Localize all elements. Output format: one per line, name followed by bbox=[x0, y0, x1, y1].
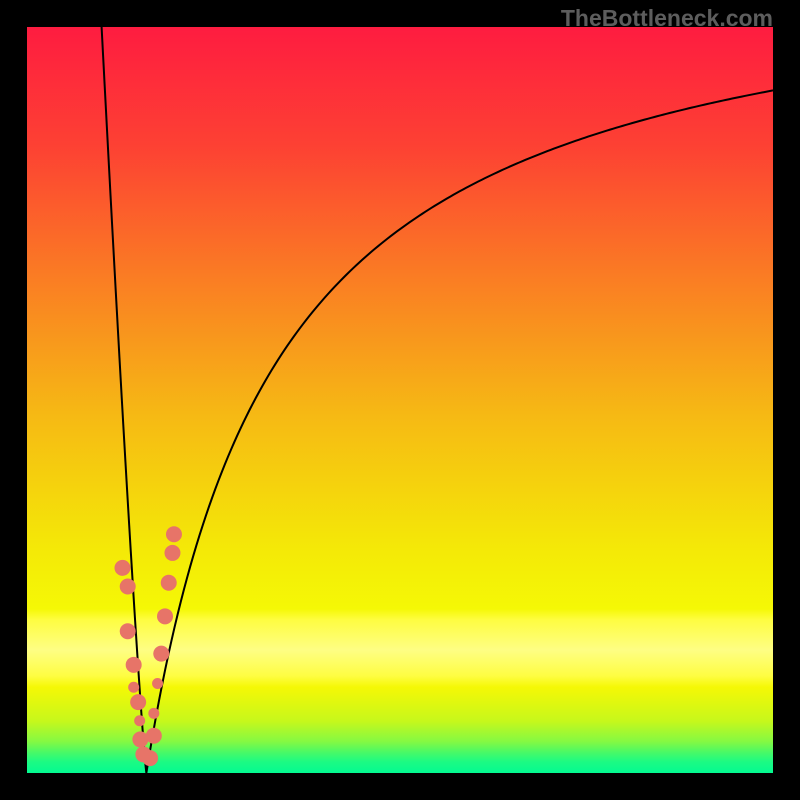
data-marker bbox=[114, 560, 130, 576]
data-marker bbox=[132, 731, 148, 747]
data-marker bbox=[148, 708, 159, 719]
data-marker bbox=[153, 646, 169, 662]
watermark-text: TheBottleneck.com bbox=[561, 5, 773, 32]
data-marker bbox=[164, 545, 180, 561]
data-marker bbox=[134, 715, 145, 726]
data-marker bbox=[152, 678, 163, 689]
data-marker bbox=[126, 657, 142, 673]
data-marker bbox=[130, 694, 146, 710]
data-marker bbox=[142, 750, 158, 766]
data-marker bbox=[146, 728, 162, 744]
data-marker bbox=[120, 579, 136, 595]
data-marker bbox=[166, 526, 182, 542]
data-marker bbox=[157, 608, 173, 624]
data-marker bbox=[128, 682, 139, 693]
chart-svg bbox=[0, 0, 800, 800]
chart-container: { "canvas": { "width": 800, "height": 80… bbox=[0, 0, 800, 800]
data-marker bbox=[120, 623, 136, 639]
bottleneck-curve bbox=[102, 27, 773, 773]
data-marker bbox=[161, 575, 177, 591]
